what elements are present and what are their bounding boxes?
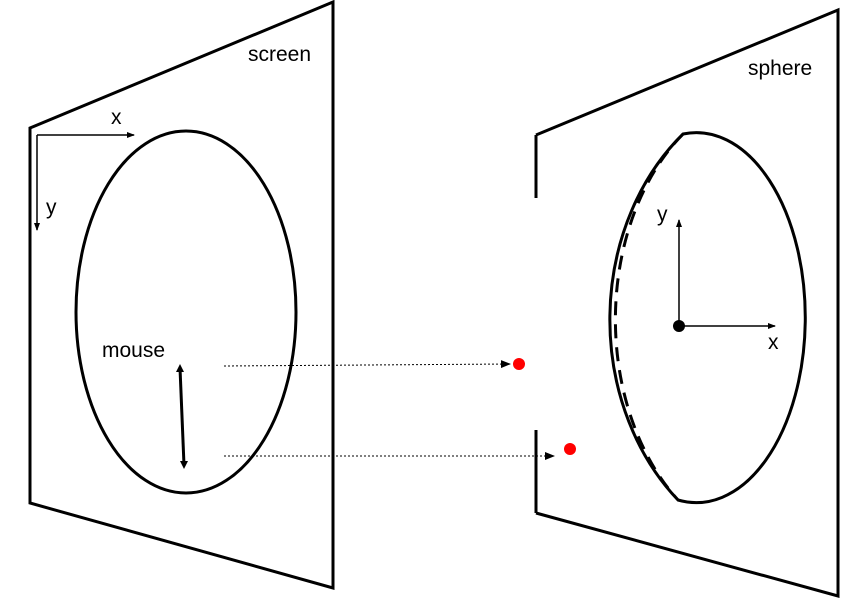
sphere-plane: [535, 7, 840, 598]
screen-axes: x y: [34, 106, 135, 231]
sphere-axes: x y: [657, 203, 779, 354]
screen-y-axis-label: y: [46, 196, 57, 219]
sphere-label: sphere: [748, 57, 812, 80]
mouse-drag-arrow: [176, 364, 188, 469]
projection-arrow-start: [223, 360, 511, 369]
sphere-y-axis-label: y: [657, 203, 668, 226]
projection-arrows: [223, 360, 555, 460]
screen-x-axis-label: x: [111, 106, 122, 129]
screen-panel: screen x y mouse: [28, 0, 335, 590]
sphere-outline: [608, 131, 807, 505]
screen-ellipse: [74, 129, 298, 495]
sphere-panel: sphere x y: [513, 7, 840, 598]
screen-plane: [28, 0, 335, 590]
sphere-center-point: [673, 320, 685, 332]
sphere-point-start: [513, 358, 525, 370]
sphere-x-axis-label: x: [768, 331, 779, 354]
sphere-point-end: [564, 443, 576, 455]
screen-label: screen: [248, 43, 311, 66]
sphere-meridian-dashed: [613, 132, 685, 502]
mouse-label: mouse: [102, 339, 165, 362]
